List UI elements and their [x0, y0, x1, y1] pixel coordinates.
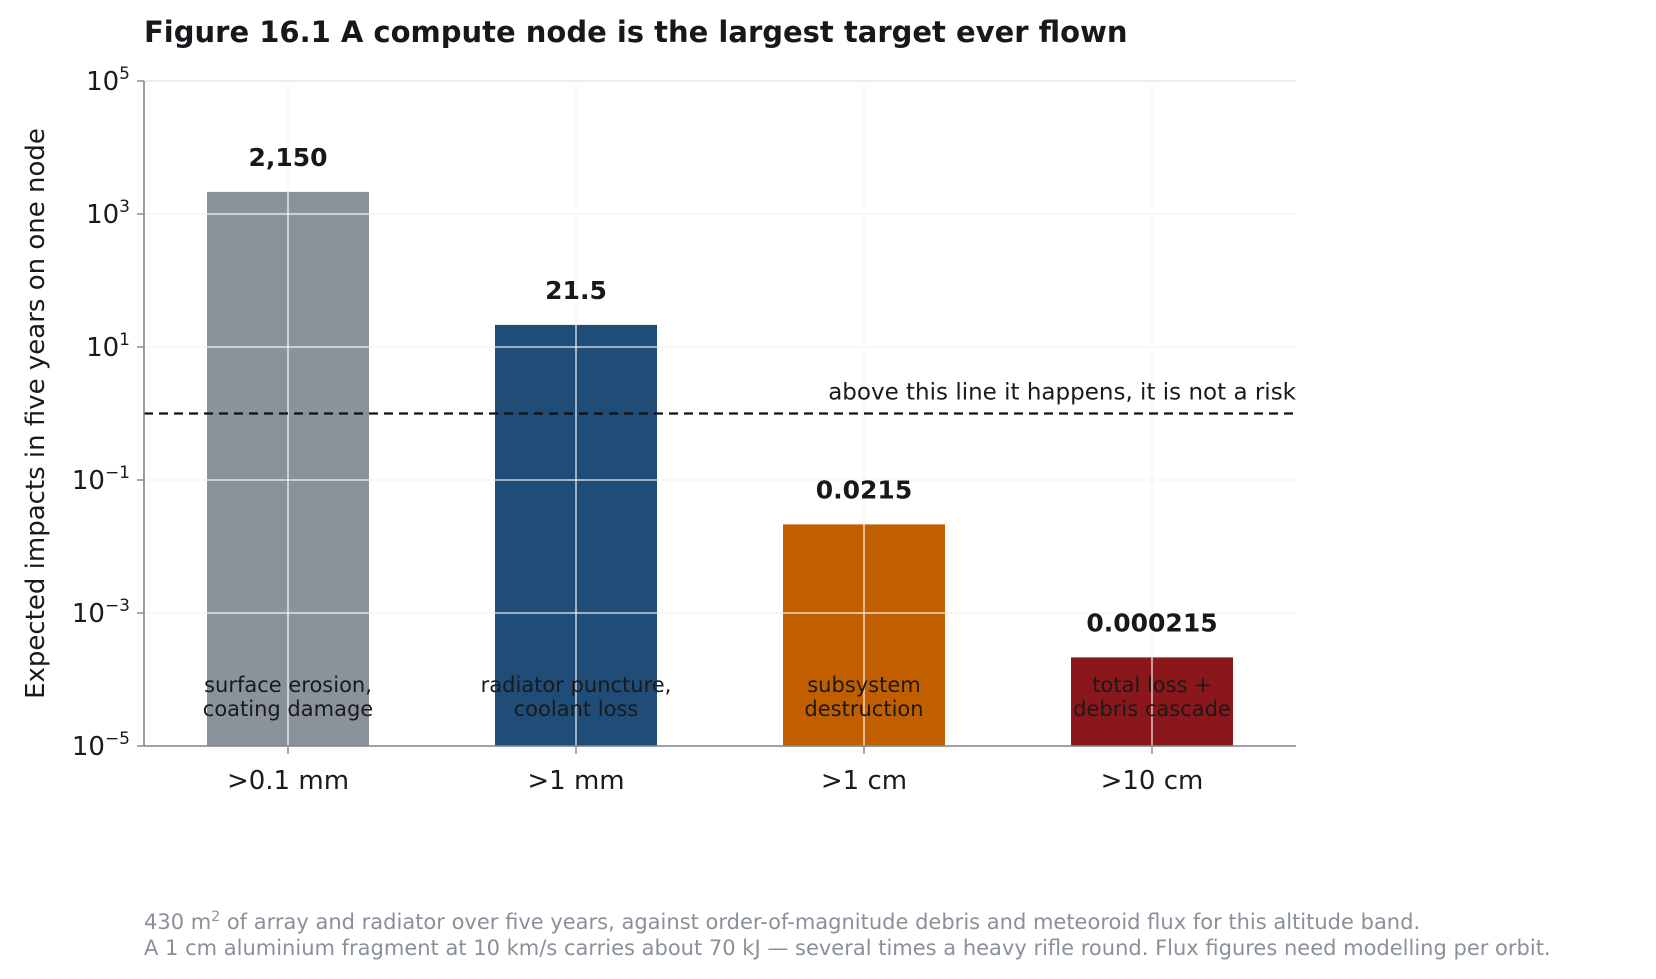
y-tick-label: 10−3 — [72, 596, 130, 629]
y-tick-base: 10 — [72, 466, 105, 496]
x-tick-label: >1 cm — [821, 766, 907, 796]
y-tick-base: 10 — [86, 200, 119, 230]
y-tick-exponent: −5 — [105, 729, 130, 749]
bar-value-label: 2,150 — [248, 143, 327, 172]
bar-annotation: destruction — [804, 697, 923, 721]
threshold: above this line it happens, it is not a … — [144, 380, 1297, 415]
bar-value-label: 0.000215 — [1086, 608, 1217, 637]
bar-annotation: coating damage — [203, 697, 373, 721]
x-tick-label: >1 mm — [527, 766, 624, 796]
bar-annotation: subsystem — [807, 673, 921, 697]
y-tick-base: 10 — [86, 67, 119, 97]
y-tick-label: 10−1 — [72, 463, 130, 496]
caption-line-1-sup: 2 — [211, 909, 221, 925]
y-axis-label: Expected impacts in five years on one no… — [21, 128, 51, 699]
bar-annotation: radiator puncture, — [481, 673, 672, 697]
y-tick-exponent: 3 — [119, 197, 130, 217]
y-tick-label: 101 — [86, 330, 130, 363]
threshold-label: above this line it happens, it is not a … — [828, 380, 1296, 406]
bar-annotation: debris cascade — [1073, 697, 1231, 721]
bar-annotation: surface erosion, — [204, 673, 372, 697]
y-tick-label: 10−5 — [72, 729, 130, 762]
chart-title: Figure 16.1 A compute node is the larges… — [144, 15, 1128, 49]
bar-annotation: coolant loss — [514, 697, 639, 721]
y-tick-base: 10 — [72, 599, 105, 629]
y-tick-exponent: −1 — [105, 463, 130, 483]
y-tick-base: 10 — [72, 732, 105, 762]
bar-value-label: 0.0215 — [816, 475, 912, 504]
x-tick-label: >10 cm — [1101, 766, 1204, 796]
y-tick-label: 105 — [86, 64, 130, 97]
y-tick-exponent: 1 — [119, 330, 130, 350]
y-tick-exponent: −3 — [105, 596, 130, 616]
caption-line-2: A 1 cm aluminium fragment at 10 km/s car… — [144, 936, 1551, 960]
y-tick-exponent: 5 — [119, 64, 130, 84]
y-tick-label: 103 — [86, 197, 130, 230]
x-tick-label: >0.1 mm — [227, 766, 349, 796]
bar-value-label: 21.5 — [545, 276, 607, 305]
caption-line-1-prefix: 430 m — [144, 910, 212, 934]
bars — [207, 191, 1233, 747]
y-tick-base: 10 — [86, 333, 119, 363]
bar-annotation: total loss + — [1092, 673, 1212, 697]
caption-line-1: 430 m2 of array and radiator over five y… — [144, 909, 1420, 934]
caption-line-1-suffix: of array and radiator over five years, a… — [220, 910, 1421, 934]
